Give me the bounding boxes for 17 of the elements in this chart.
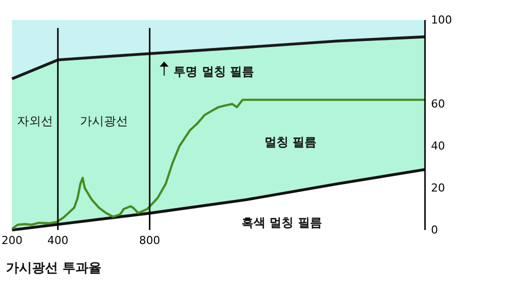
- line-series: [10, 168, 426, 232]
- x-tick-label: 800: [139, 234, 160, 247]
- y-tick-label: 60: [431, 98, 445, 111]
- text: 멀칭 필름: [264, 135, 317, 149]
- text: 가시광선 투과율: [6, 261, 102, 276]
- x-tick-label: 200: [2, 234, 22, 247]
- series-label: 흑색 멀칭 필름: [241, 216, 322, 230]
- y-tick-label: 100: [431, 14, 452, 27]
- y-tick-label: 40: [431, 140, 445, 153]
- line-series: [10, 35, 426, 80]
- annotation: 가시광선: [80, 114, 128, 128]
- series-label: 투명 멀칭 필름: [174, 64, 254, 79]
- line-series: [10, 98, 426, 230]
- annotation: 자외선: [16, 114, 53, 128]
- x-tick-label: 400: [47, 234, 68, 247]
- y-tick-label: 0: [431, 224, 438, 237]
- y-tick-label: 20: [431, 182, 445, 195]
